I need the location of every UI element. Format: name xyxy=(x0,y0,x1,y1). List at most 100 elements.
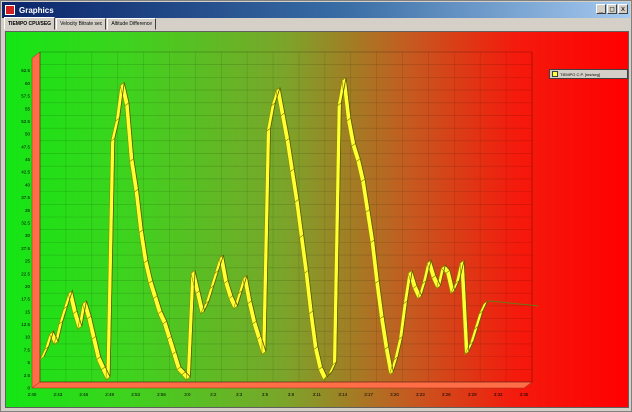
series-line xyxy=(43,77,489,378)
minimize-button[interactable]: _ xyxy=(596,4,606,14)
y-tick-label: 57.5 xyxy=(21,94,30,99)
series-segment xyxy=(242,274,253,305)
series-segment xyxy=(67,290,78,315)
series-segment xyxy=(91,335,101,361)
series-segment xyxy=(86,315,97,340)
series-segment xyxy=(355,158,366,183)
y-tick-label: 40 xyxy=(25,182,31,187)
series-segment xyxy=(129,158,139,193)
x-tick-label: 3:0 xyxy=(184,392,191,397)
x-tick-label: 3:29 xyxy=(468,392,477,397)
series-segment xyxy=(275,87,286,117)
x-tick-label: 2:49 xyxy=(105,392,114,397)
series-segment xyxy=(148,279,158,300)
y-tick-label: 20 xyxy=(25,284,31,289)
y-tick-label: 50 xyxy=(25,132,31,137)
series-segment xyxy=(223,279,234,300)
y-tick-label: 5 xyxy=(27,360,30,365)
x-tick-label: 3:32 xyxy=(494,392,503,397)
app-icon xyxy=(5,5,15,15)
x-tick-label: 3:20 xyxy=(390,392,399,397)
series-segment xyxy=(167,335,177,356)
series-segment xyxy=(162,320,172,340)
series-segment xyxy=(365,208,375,244)
series-segment xyxy=(219,254,229,284)
y-tick-label: 37.5 xyxy=(21,195,30,200)
x-tick-label: 3:3 xyxy=(236,392,243,397)
y-tick-label: 0 xyxy=(27,386,30,391)
y-tick-label: 15 xyxy=(25,309,31,314)
series-segment xyxy=(379,315,389,351)
y-tick-label: 22.5 xyxy=(21,271,30,276)
y-tick-label: 60 xyxy=(25,81,31,86)
y-tick-label: 62.5 xyxy=(21,68,30,73)
y-tick-label: 42.5 xyxy=(21,170,30,175)
series-segment xyxy=(473,310,484,330)
window-controls: _ □ x xyxy=(596,4,628,14)
y-tick-label: 10 xyxy=(25,335,31,340)
y-tick-label: 55 xyxy=(25,106,31,111)
x-tick-label: 2:40 xyxy=(28,392,37,397)
series-segment xyxy=(247,300,257,325)
series-segment xyxy=(280,112,290,142)
x-tick-label: 2:53 xyxy=(131,392,140,397)
series-segment xyxy=(294,198,304,239)
y-tick-label: 47.5 xyxy=(21,144,30,149)
x-tick-label: 2:43 xyxy=(54,392,63,397)
series-segment xyxy=(351,142,361,163)
y-tick-label: 45 xyxy=(25,157,31,162)
x-tick-label: 3:35 xyxy=(520,392,529,397)
x-tick-label: 3:2 xyxy=(210,392,217,397)
legend-label: TIEMPO C.P. [ms/seg] xyxy=(560,71,600,77)
window-title: Graphics xyxy=(19,5,54,15)
x-tick-label: 2:46 xyxy=(79,392,88,397)
series-segment xyxy=(313,345,323,371)
x-tick-label: 3:14 xyxy=(338,392,347,397)
legend: TIEMPO C.P. [ms/seg] xyxy=(549,69,628,79)
series-segment xyxy=(143,259,153,284)
y-tick-label: 7.5 xyxy=(24,347,31,352)
y-tick-label: 52.5 xyxy=(21,119,30,124)
series-segment xyxy=(360,178,371,213)
series-segment xyxy=(58,305,69,325)
x-tick-label: 3:26 xyxy=(442,392,451,397)
tab-altitude-difference[interactable]: Altitude Difference xyxy=(107,18,157,30)
series-segment xyxy=(152,295,163,315)
title-bar[interactable]: Graphics _ □ x xyxy=(2,2,630,18)
tab-strip: TIEMPO CPU/SEG Velocity Bitrate sec Alti… xyxy=(4,17,157,30)
y-tick-label: 35 xyxy=(25,208,31,213)
x-tick-label: 3:17 xyxy=(364,392,373,397)
series-segment xyxy=(289,168,300,203)
x-tick-label: 3:8 xyxy=(288,392,295,397)
series-segment xyxy=(209,269,220,290)
plot-frame xyxy=(39,51,533,383)
series-segment xyxy=(171,351,182,371)
y-tick-label: 27.5 xyxy=(21,246,30,251)
chart-area: 0 2.5 5 7.5 10 12.5 15 17.5 20 22.5 25 27.5 30 32.5 35… xyxy=(5,31,629,408)
series-segment xyxy=(468,325,479,346)
x-tick-label: 3:5 xyxy=(262,392,269,397)
y-tick-label: 30 xyxy=(25,233,31,238)
y-tick-label: 2.5 xyxy=(24,373,31,378)
tab-velocity-bitrate[interactable]: Velocity Bitrate sec xyxy=(56,18,107,30)
close-button[interactable]: x xyxy=(618,4,628,14)
maximize-button[interactable]: □ xyxy=(607,4,617,14)
trend-line xyxy=(487,300,539,307)
tab-tiempo-cpu[interactable]: TIEMPO CPU/SEG xyxy=(4,17,56,30)
x-tick-label: 3:23 xyxy=(416,392,425,397)
chart-svg: 02.557.51012.51517.52022.52527.53032.535… xyxy=(21,51,539,397)
chart-floor xyxy=(31,381,533,389)
series-segment xyxy=(204,284,215,305)
y-tick-label: 32.5 xyxy=(21,221,30,226)
y-tick-label: 12.5 xyxy=(21,322,30,327)
x-tick-label: 3:11 xyxy=(313,392,322,397)
series-segment xyxy=(285,137,295,173)
series-segment xyxy=(138,229,149,264)
y-tick-label: 25 xyxy=(25,259,31,264)
y-tick-label: 17.5 xyxy=(21,297,30,302)
series-segment xyxy=(346,117,356,147)
chart-left-wall xyxy=(31,51,41,389)
legend-swatch xyxy=(552,71,558,77)
series-segment xyxy=(252,320,262,340)
